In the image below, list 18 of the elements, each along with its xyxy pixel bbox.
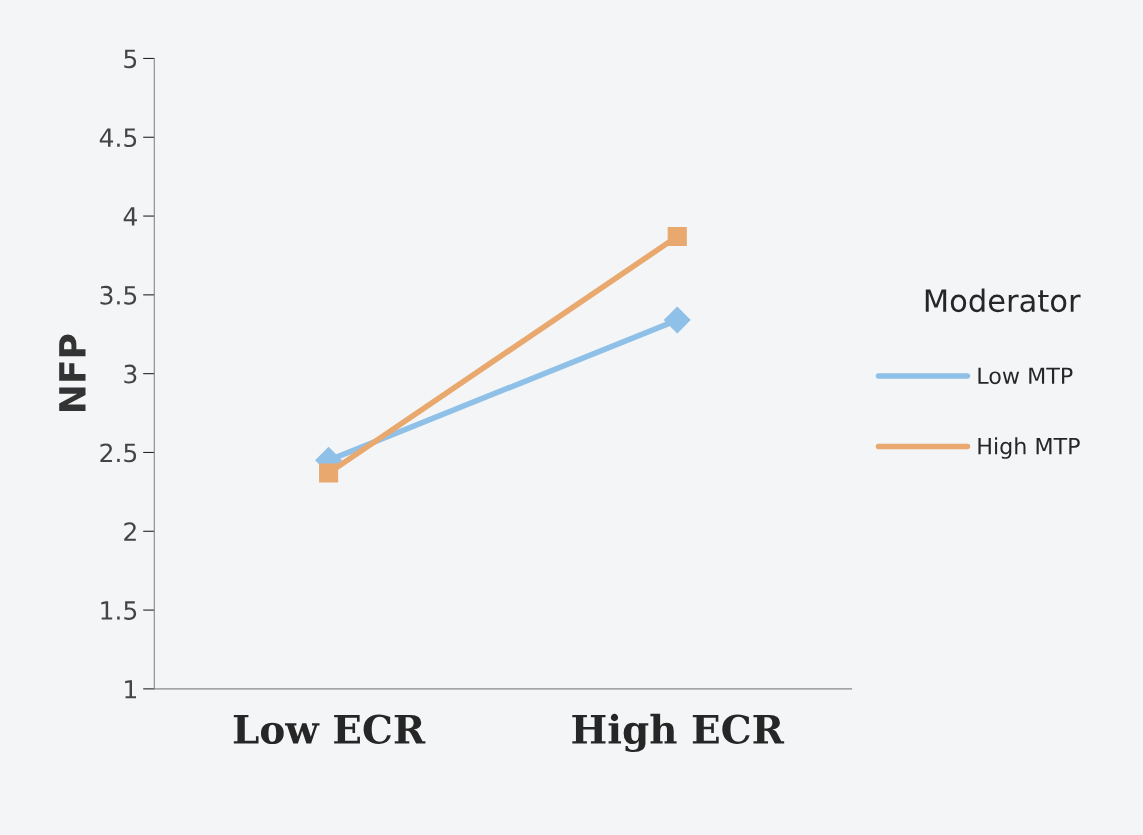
x-tick-label: Low ECR	[233, 714, 426, 744]
y-tick-label: 1.5	[101, 601, 137, 620]
y-tick-label: 1	[125, 680, 137, 699]
y-tick-label: 4	[123, 207, 137, 226]
point	[319, 463, 339, 483]
y-tick-label: 5	[124, 49, 137, 69]
y-tick-label: 2	[124, 522, 136, 541]
legend-label: Low MTP	[978, 367, 1073, 385]
point	[667, 227, 687, 247]
y-axis-title: NFP	[59, 334, 86, 412]
y-tick-label: 3	[124, 364, 137, 384]
x-tick-label: High ECR	[572, 713, 785, 753]
y-tick-label: 3.5	[100, 285, 137, 305]
y-tick-label: 4.5	[99, 128, 137, 148]
legend-label: High MTP	[978, 437, 1080, 459]
legend-title: Moderator	[925, 288, 1081, 313]
point	[663, 306, 691, 334]
y-tick-label: 2.5	[100, 443, 137, 463]
